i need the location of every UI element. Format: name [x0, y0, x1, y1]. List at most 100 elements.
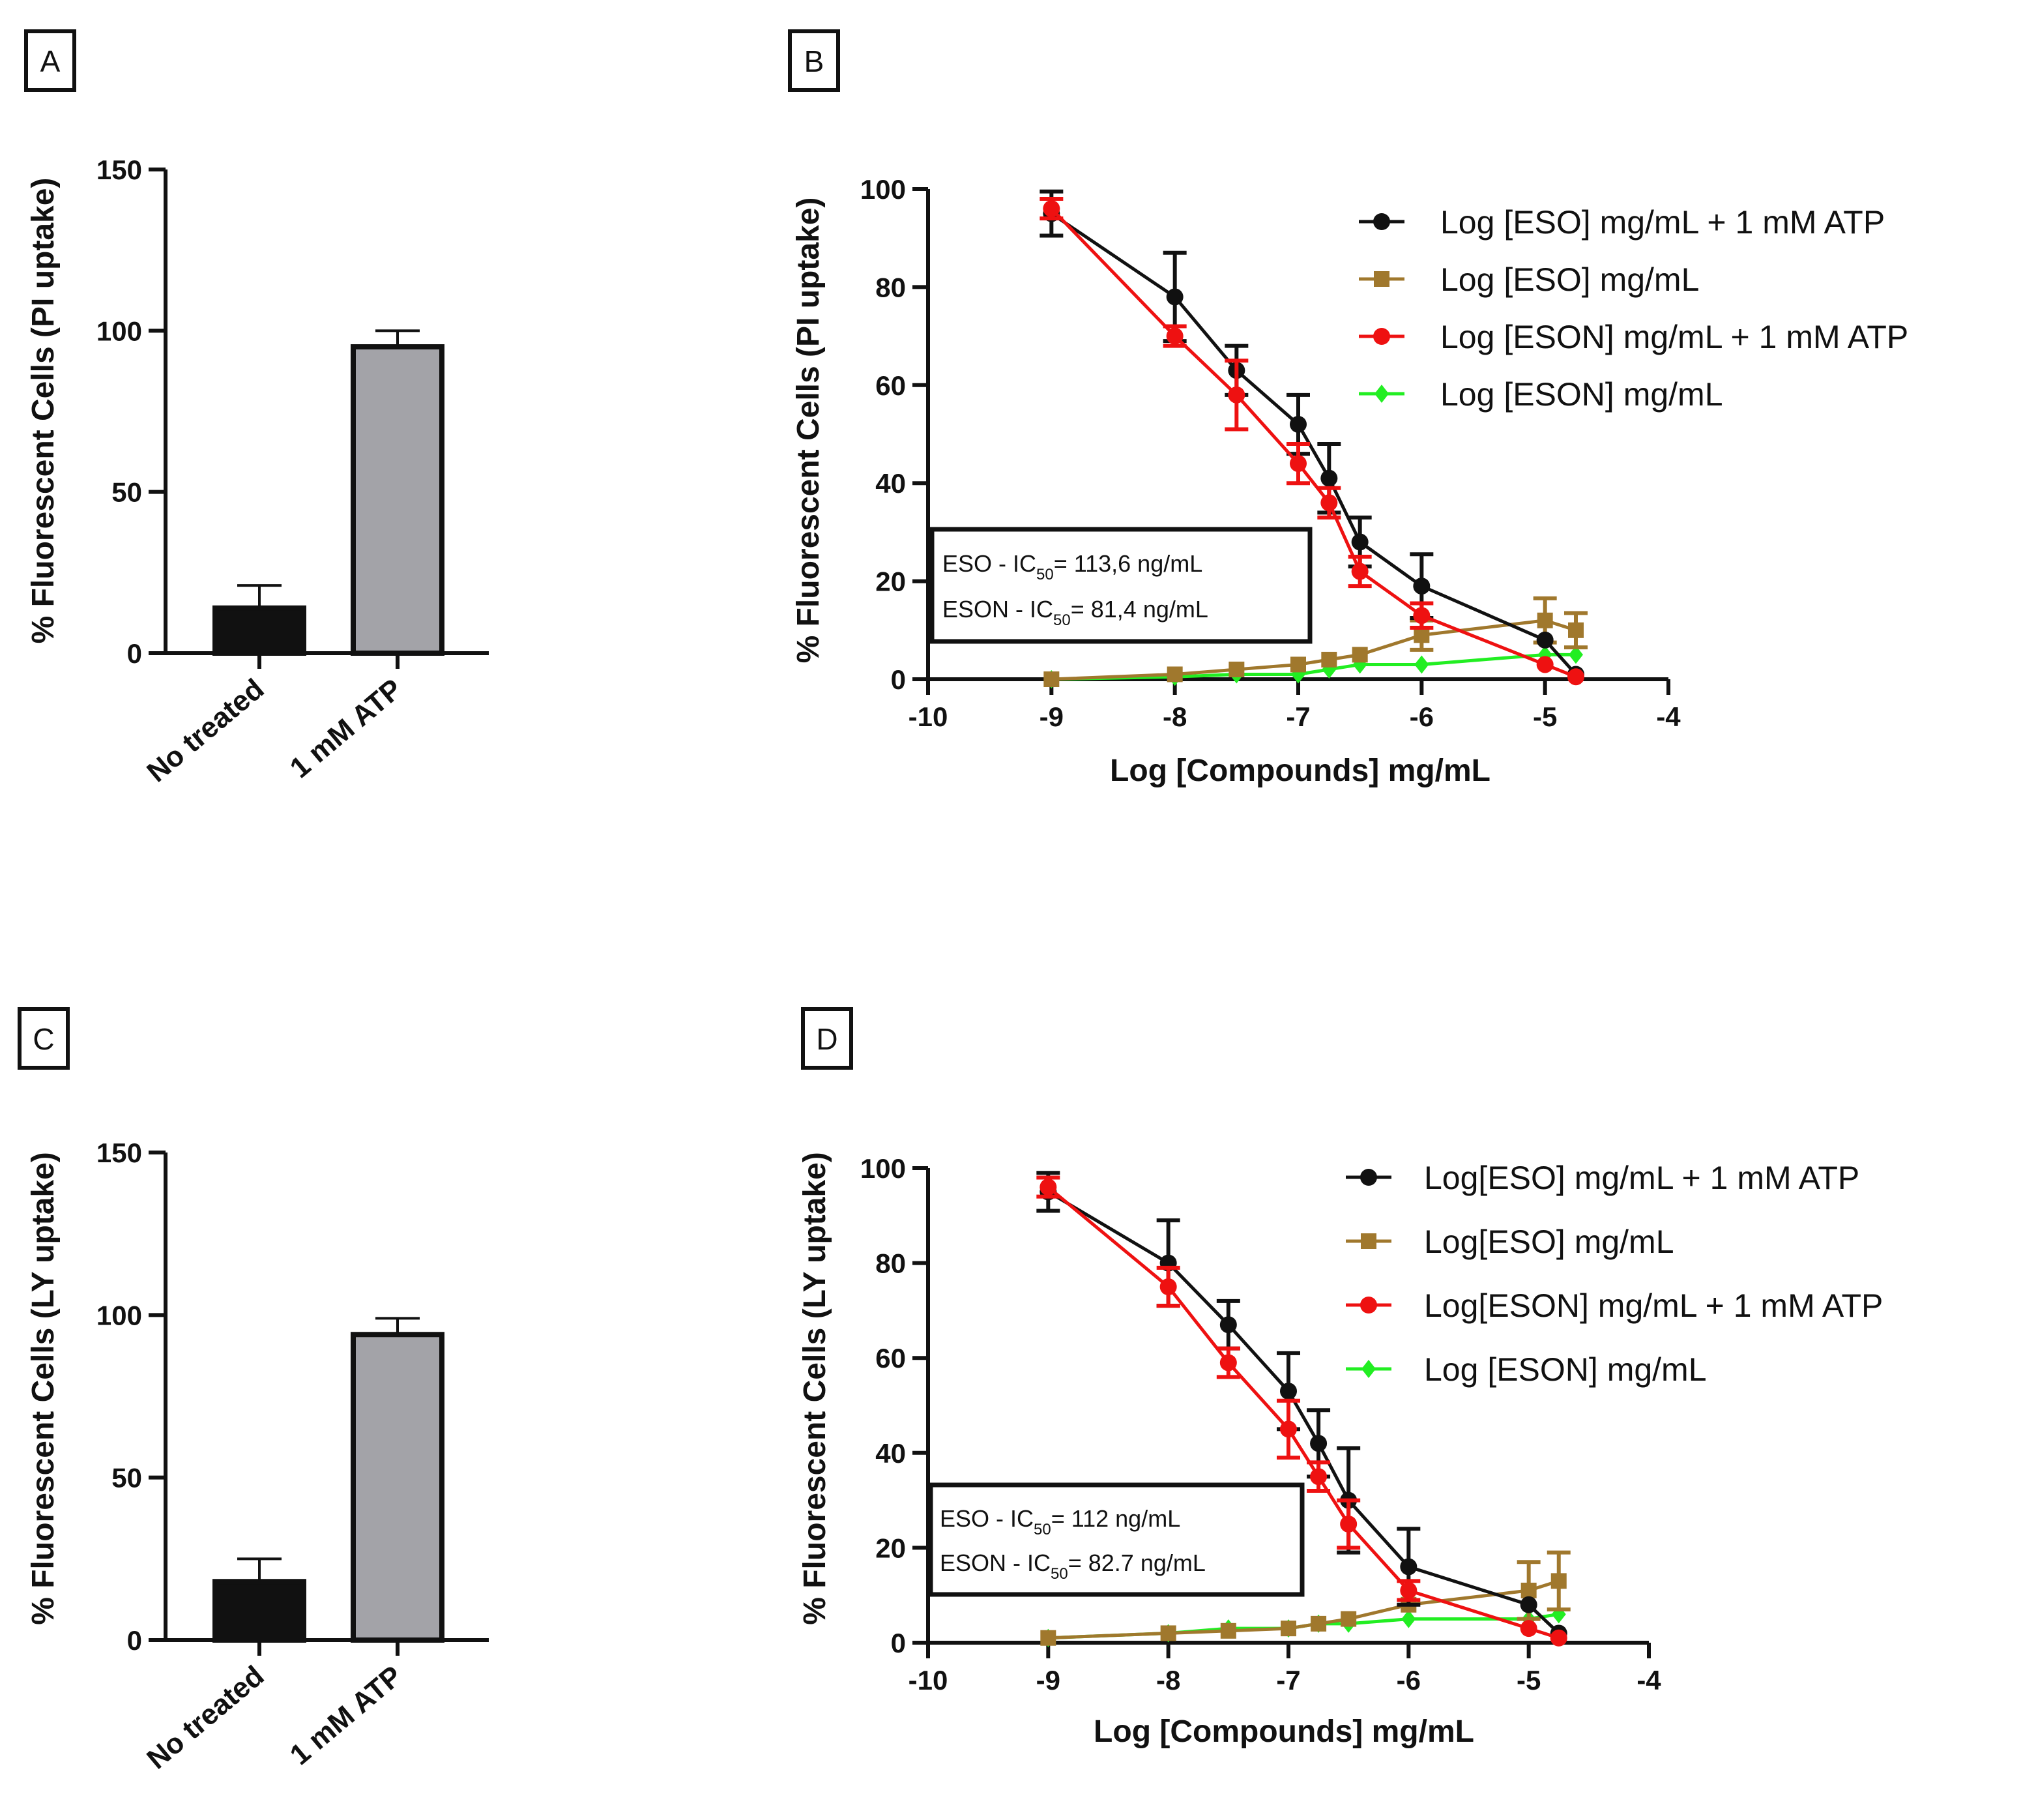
panel-d-series-1-point — [1520, 1596, 1537, 1613]
panel-b-series-3-point — [1351, 563, 1369, 580]
panel-d-label-box — [801, 1007, 853, 1070]
panel-d-series-2-point — [1160, 1625, 1176, 1641]
panel-a-category-label: 1 mM ATP — [284, 673, 409, 784]
panel-d-series-1-point — [1280, 1383, 1297, 1400]
panel-a-axes: 0 50 100 150 No treated 1 mM ATP — [96, 154, 489, 789]
panel-d-ic50-eso: ESO - IC50= 112 ng/mL — [940, 1505, 1180, 1538]
panel-c-y-tick-label: 0 — [127, 1625, 142, 1656]
panel-b: B 0 20 40 60 80 100 -10 -9 -8 -7 -6 -5 -4 % Fluoresc… — [788, 29, 1908, 788]
panel-d-y-tick-label: 20 — [875, 1533, 906, 1563]
panel-d-y-tick-label: 0 — [891, 1628, 906, 1658]
panel-c-label-box — [18, 1007, 70, 1070]
panel-a-label: A — [40, 44, 61, 78]
panel-d-x-tick-label: -4 — [1636, 1665, 1661, 1695]
panel-c-y-tick-label: 100 — [96, 1300, 142, 1330]
panel-b-x-tick-label: -6 — [1410, 701, 1434, 732]
panel-b-y-tick-label: 0 — [891, 664, 906, 695]
panel-b-ic50-frame — [929, 527, 1313, 644]
panel-c-bar-atp — [351, 1332, 444, 1643]
panel-a: A 0 50 100 150 No treated 1 mM ATP % Fluoresc… — [24, 29, 489, 789]
panel-b-series-3-point — [1290, 455, 1307, 473]
panel-b-series-1-point — [1320, 469, 1338, 487]
panel-b-y-axis-title: % Fluorescent Cells (PI uptake) — [791, 198, 826, 664]
panel-d-series-4-point — [1401, 1609, 1416, 1628]
panel-b-legend-marker-3 — [1373, 328, 1390, 345]
panel-b-series-1-point — [1413, 578, 1431, 595]
panel-d-y-axis-title: % Fluorescent Cells (LY uptake) — [798, 1152, 832, 1625]
panel-d-ic50-box: ESO - IC50= 112 ng/mL ESON - IC50= 82.7 … — [928, 1482, 1305, 1597]
panel-b-series-1-point — [1351, 533, 1369, 551]
panel-b-x-tick-label: -9 — [1040, 701, 1064, 732]
panel-d-series-3-point — [1400, 1581, 1418, 1599]
panel-d-series-1-point — [1219, 1316, 1237, 1334]
panel-d-x-tick-label: -6 — [1397, 1665, 1421, 1695]
panel-b-axes: 0 20 40 60 80 100 -10 -9 -8 -7 -6 -5 -4 — [860, 174, 1681, 732]
panel-d-ic50-frame — [928, 1482, 1305, 1597]
panel-d-legend-marker-3 — [1360, 1297, 1377, 1314]
panel-d-series-3-point — [1280, 1420, 1297, 1438]
panel-d-legend-marker-2 — [1361, 1233, 1376, 1249]
panel-d-series-3-point — [1040, 1179, 1057, 1196]
panel-b-y-tick-label: 40 — [875, 468, 906, 499]
panel-b-series-2-point — [1568, 622, 1584, 638]
panel-b-series-4-point — [1414, 655, 1429, 674]
panel-a-y-tick-label: 50 — [111, 477, 142, 508]
panel-b-x-tick-label: -7 — [1286, 701, 1310, 732]
panel-b-series-1-point — [1536, 631, 1554, 649]
panel-b-series-3-point — [1536, 656, 1554, 673]
panel-a-bar-no-treated — [212, 605, 306, 656]
panel-b-series-3-point — [1320, 494, 1338, 512]
panel-c-category-label: 1 mM ATP — [284, 1660, 409, 1771]
panel-d-x-tick-label: -10 — [909, 1665, 948, 1695]
panel-b-ic50-eso: ESO - IC50= 113,6 ng/mL — [942, 550, 1202, 583]
panel-d-series-2-point — [1520, 1582, 1537, 1598]
panel-b-series-2-point — [1537, 612, 1553, 628]
panel-b-series-1-point — [1290, 415, 1307, 433]
panel-a-category-label: No treated — [141, 673, 270, 788]
panel-c-y-axis-title: % Fluorescent Cells (LY uptake) — [26, 1152, 61, 1625]
panel-c: C 0 50 100 150 No treated 1 mM ATP % Fluoresc… — [18, 1007, 489, 1776]
panel-b-x-tick-label: -4 — [1656, 701, 1681, 732]
panel-b-series-2-point — [1290, 656, 1306, 673]
panel-d-series-2-point — [1281, 1621, 1296, 1637]
panel-b-x-tick-label: -5 — [1533, 701, 1557, 732]
panel-d-label: D — [816, 1022, 837, 1056]
panel-b-series-2-point — [1321, 651, 1337, 668]
panel-b-ic50-eson: ESON - IC50= 81,4 ng/mL — [942, 596, 1208, 629]
panel-d-series-1-point — [1310, 1435, 1328, 1452]
panel-a-y-axis-title: % Fluorescent Cells (PI uptake) — [26, 178, 61, 644]
panel-b-series-3-point — [1228, 386, 1245, 404]
panel-a-bar-atp — [351, 344, 444, 656]
panel-c-y-tick-label: 50 — [111, 1463, 142, 1493]
panel-c-bar-no-treated — [212, 1579, 306, 1643]
panel-c-axes: 0 50 100 150 No treated 1 mM ATP — [96, 1138, 489, 1776]
panel-d-x-tick-label: -8 — [1156, 1665, 1180, 1695]
panel-d-ic50-eson: ESON - IC50= 82.7 ng/mL — [940, 1549, 1206, 1583]
panel-b-x-tick-label: -10 — [909, 701, 948, 732]
panel-a-y-tick-label: 150 — [96, 154, 142, 185]
panel-c-label: C — [33, 1022, 54, 1056]
panel-b-legend-label-4: Log [ESON] mg/mL — [1440, 376, 1723, 413]
panel-d-series-3-point — [1520, 1620, 1537, 1637]
panel-d-legend-marker-4 — [1361, 1360, 1376, 1378]
panel-b-legend-label-1: Log [ESO] mg/mL + 1 mM ATP — [1440, 204, 1885, 241]
panel-b-label-box — [788, 29, 840, 92]
panel-b-series-1-point — [1166, 288, 1184, 306]
panel-c-y-tick-label: 150 — [96, 1138, 142, 1168]
panel-d-y-tick-label: 40 — [875, 1438, 906, 1469]
panel-d-legend: Log[ESO] mg/mL + 1 mM ATP Log[ESO] mg/mL L… — [1346, 1160, 1883, 1388]
panel-b-legend-marker-2 — [1374, 271, 1389, 287]
panel-d-y-tick-label: 60 — [875, 1343, 906, 1373]
panel-b-y-tick-label: 20 — [875, 566, 906, 597]
panel-d-series-2-point — [1220, 1622, 1236, 1639]
panel-b-legend-label-2: Log [ESO] mg/mL — [1440, 261, 1699, 298]
panel-d-series-3-point — [1550, 1629, 1567, 1647]
panel-d-series-2-point — [1341, 1611, 1357, 1627]
panel-b-series-3-point — [1413, 607, 1431, 624]
panel-b-label: B — [804, 44, 824, 78]
panel-a-y-tick-label: 100 — [96, 316, 142, 346]
panel-b-y-tick-label: 60 — [875, 370, 906, 401]
panel-b-x-axis-title: Log [Compounds] mg/mL — [1110, 754, 1490, 788]
panel-d-legend-label-1: Log[ESO] mg/mL + 1 mM ATP — [1424, 1160, 1859, 1196]
panel-b-series-3-point — [1166, 327, 1184, 345]
